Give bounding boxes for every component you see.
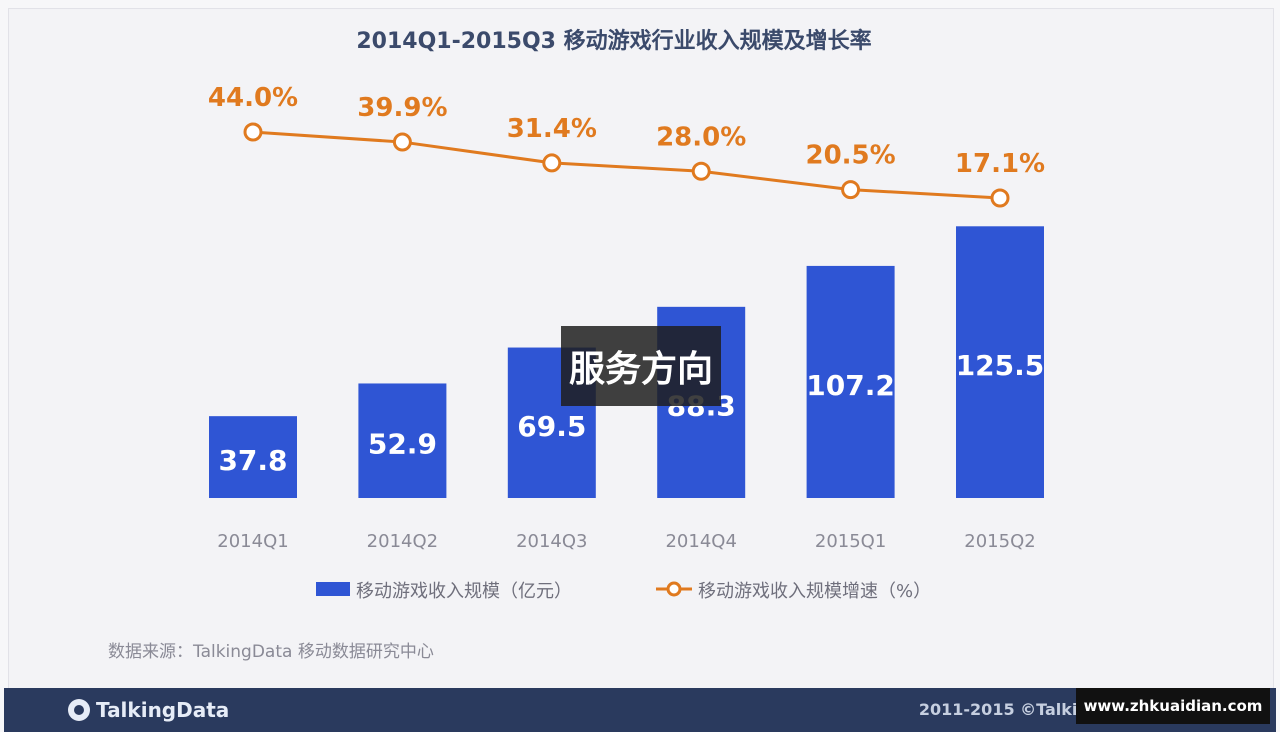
talkingdata-logo-icon bbox=[68, 699, 90, 721]
growth-value-label: 17.1% bbox=[955, 149, 1045, 179]
growth-point-2014Q2 bbox=[392, 132, 412, 152]
x-tick-label: 2015Q1 bbox=[815, 531, 886, 552]
legend-bar-swatch bbox=[316, 582, 350, 596]
growth-point-2015Q1 bbox=[841, 180, 861, 200]
growth-line bbox=[252, 130, 1001, 200]
growth-value-label: 28.0% bbox=[656, 122, 746, 152]
bar-2014Q2 bbox=[358, 383, 447, 498]
growth-point-2014Q1 bbox=[243, 122, 263, 142]
x-tick-label: 2014Q3 bbox=[516, 531, 587, 552]
bar-value-label: 37.8 bbox=[218, 444, 287, 477]
growth-point-2014Q3 bbox=[542, 153, 562, 173]
x-tick-label: 2014Q4 bbox=[665, 531, 736, 552]
legend-line-marker bbox=[666, 581, 682, 597]
growth-value-label: 44.0% bbox=[208, 83, 298, 113]
bar-2015Q1 bbox=[806, 265, 895, 498]
footer-logo: TalkingData bbox=[68, 696, 229, 724]
footer-brand: TalkingData bbox=[96, 698, 230, 722]
x-tick-label: 2015Q2 bbox=[964, 531, 1035, 552]
bar-2014Q1 bbox=[209, 416, 297, 498]
overlay-label: 服务方向 bbox=[561, 326, 721, 406]
bar-2015Q2 bbox=[956, 226, 1044, 499]
x-tick-label: 2014Q1 bbox=[217, 531, 288, 552]
bar-value-label: 107.2 bbox=[806, 369, 895, 402]
growth-value-label: 39.9% bbox=[357, 93, 447, 123]
growth-value-label: 20.5% bbox=[805, 141, 895, 171]
legend-bar-label: 移动游戏收入规模（亿元） bbox=[356, 581, 572, 602]
legend-line-label: 移动游戏收入规模增速（%） bbox=[698, 581, 931, 602]
x-tick-label: 2014Q2 bbox=[367, 531, 438, 552]
watermark: www.zhkuaidian.com bbox=[1076, 688, 1270, 724]
chart-title: 2014Q1-2015Q3 移动游戏行业收入规模及增长率 bbox=[356, 28, 871, 54]
bar-value-label: 69.5 bbox=[517, 410, 586, 443]
source-note: 数据来源：TalkingData 移动数据研究中心 bbox=[108, 642, 434, 662]
growth-value-label: 31.4% bbox=[507, 114, 597, 144]
bar-value-label: 52.9 bbox=[368, 428, 437, 461]
growth-point-2015Q2 bbox=[990, 188, 1010, 208]
growth-point-2014Q4 bbox=[691, 161, 711, 181]
footer-bar: TalkingData 2011-2015 ©TalkingData.com bbox=[4, 688, 1276, 732]
chart-svg: 2014Q1-2015Q3 移动游戏行业收入规模及增长率 37.8 52.9 69.… bbox=[108, 28, 1045, 662]
bar-value-label: 125.5 bbox=[956, 349, 1045, 382]
